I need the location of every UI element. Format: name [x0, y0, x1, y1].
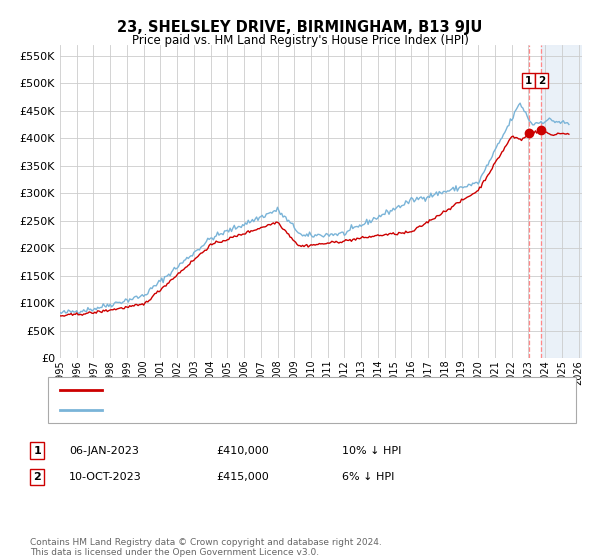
- Text: 1: 1: [525, 76, 532, 86]
- Text: 2: 2: [538, 76, 545, 86]
- Text: 10-OCT-2023: 10-OCT-2023: [69, 472, 142, 482]
- Text: Price paid vs. HM Land Registry's House Price Index (HPI): Price paid vs. HM Land Registry's House …: [131, 34, 469, 46]
- Text: 1: 1: [34, 446, 41, 456]
- Text: 23, SHELSLEY DRIVE, BIRMINGHAM, B13 9JU (detached house): 23, SHELSLEY DRIVE, BIRMINGHAM, B13 9JU …: [111, 385, 435, 395]
- Text: HPI: Average price, detached house, Birmingham: HPI: Average price, detached house, Birm…: [111, 405, 368, 415]
- Bar: [541, 45, 582, 358]
- Text: Contains HM Land Registry data © Crown copyright and database right 2024.
This d: Contains HM Land Registry data © Crown c…: [30, 538, 382, 557]
- Text: £410,000: £410,000: [216, 446, 269, 456]
- Text: 23, SHELSLEY DRIVE, BIRMINGHAM, B13 9JU: 23, SHELSLEY DRIVE, BIRMINGHAM, B13 9JU: [118, 20, 482, 35]
- Text: 2: 2: [34, 472, 41, 482]
- Text: 10% ↓ HPI: 10% ↓ HPI: [342, 446, 401, 456]
- Text: 6% ↓ HPI: 6% ↓ HPI: [342, 472, 394, 482]
- Text: £415,000: £415,000: [216, 472, 269, 482]
- Text: 06-JAN-2023: 06-JAN-2023: [69, 446, 139, 456]
